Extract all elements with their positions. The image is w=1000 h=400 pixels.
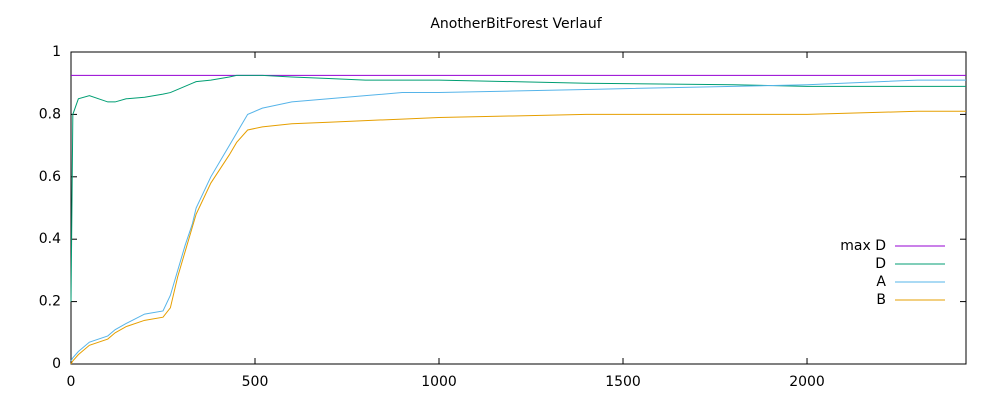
plot-frame [70,51,967,365]
x-tick-label: 1500 [605,374,641,390]
y-tick-label: 0.8 [39,106,61,122]
series-line [70,79,966,362]
x-tick-label: 500 [242,374,269,390]
x-tick-label: 0 [67,374,76,390]
y-tick-label: 0.2 [39,294,61,310]
x-tick-label: 1000 [421,374,457,390]
series-line [70,110,966,365]
legend-label: A [876,274,886,290]
x-tick-label: 2000 [789,374,825,390]
y-tick-label: 0.6 [39,169,61,185]
y-tick-label: 0.4 [39,231,61,247]
y-tick-label: 0 [52,356,61,372]
series-line [70,74,966,302]
y-tick-label: 1 [52,44,61,60]
legend-label: B [876,292,886,308]
legend-label: D [875,256,886,272]
legend-label: max D [840,238,886,254]
chart-title: AnotherBitForest Verlauf [430,16,602,32]
